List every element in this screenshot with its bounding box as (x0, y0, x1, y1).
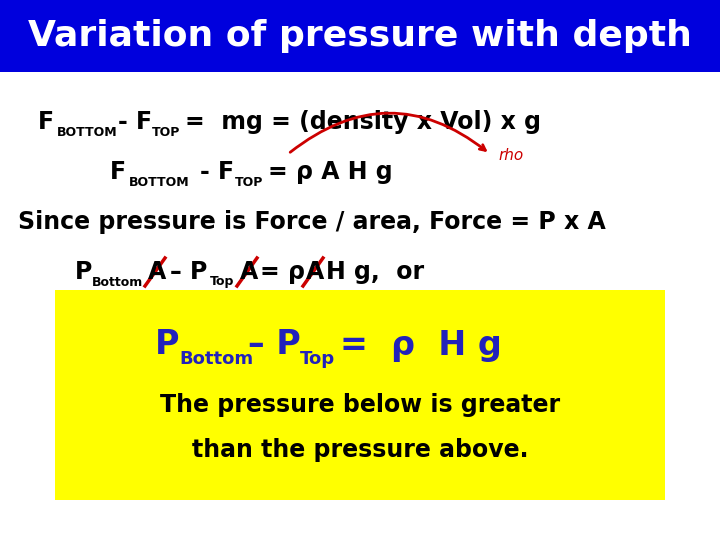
Text: – P: – P (248, 328, 301, 361)
Text: - F: - F (118, 110, 152, 134)
Text: P: P (155, 328, 179, 361)
Text: =  mg = (density x Vol) x g: = mg = (density x Vol) x g (185, 110, 541, 134)
Text: F: F (38, 110, 54, 134)
Text: Top: Top (210, 275, 235, 288)
Text: TOP: TOP (152, 125, 181, 138)
Text: A: A (306, 260, 324, 284)
Text: Bottom: Bottom (179, 350, 253, 368)
Text: - F: - F (200, 160, 234, 184)
Text: = ρ A H g: = ρ A H g (268, 160, 392, 184)
Text: BOTTOM: BOTTOM (129, 176, 189, 188)
Text: A: A (148, 260, 166, 284)
Text: Since pressure is Force / area, Force = P x A: Since pressure is Force / area, Force = … (18, 210, 606, 234)
Bar (0, 0, 720, 72)
Text: rho: rho (498, 148, 523, 164)
Text: =  ρ  H g: = ρ H g (340, 328, 502, 361)
Text: A: A (240, 260, 258, 284)
Text: H g,  or: H g, or (326, 260, 424, 284)
Text: The pressure below is greater: The pressure below is greater (160, 393, 560, 417)
Text: – P: – P (170, 260, 207, 284)
Text: BOTTOM: BOTTOM (57, 125, 117, 138)
Text: F: F (110, 160, 126, 184)
Text: P: P (75, 260, 92, 284)
Text: = ρ: = ρ (260, 260, 305, 284)
Text: Bottom: Bottom (92, 275, 143, 288)
Bar (55, 290, 665, 500)
Text: Top: Top (300, 350, 335, 368)
Text: than the pressure above.: than the pressure above. (192, 438, 528, 462)
Text: Variation of pressure with depth: Variation of pressure with depth (28, 19, 692, 53)
Text: TOP: TOP (235, 176, 264, 188)
